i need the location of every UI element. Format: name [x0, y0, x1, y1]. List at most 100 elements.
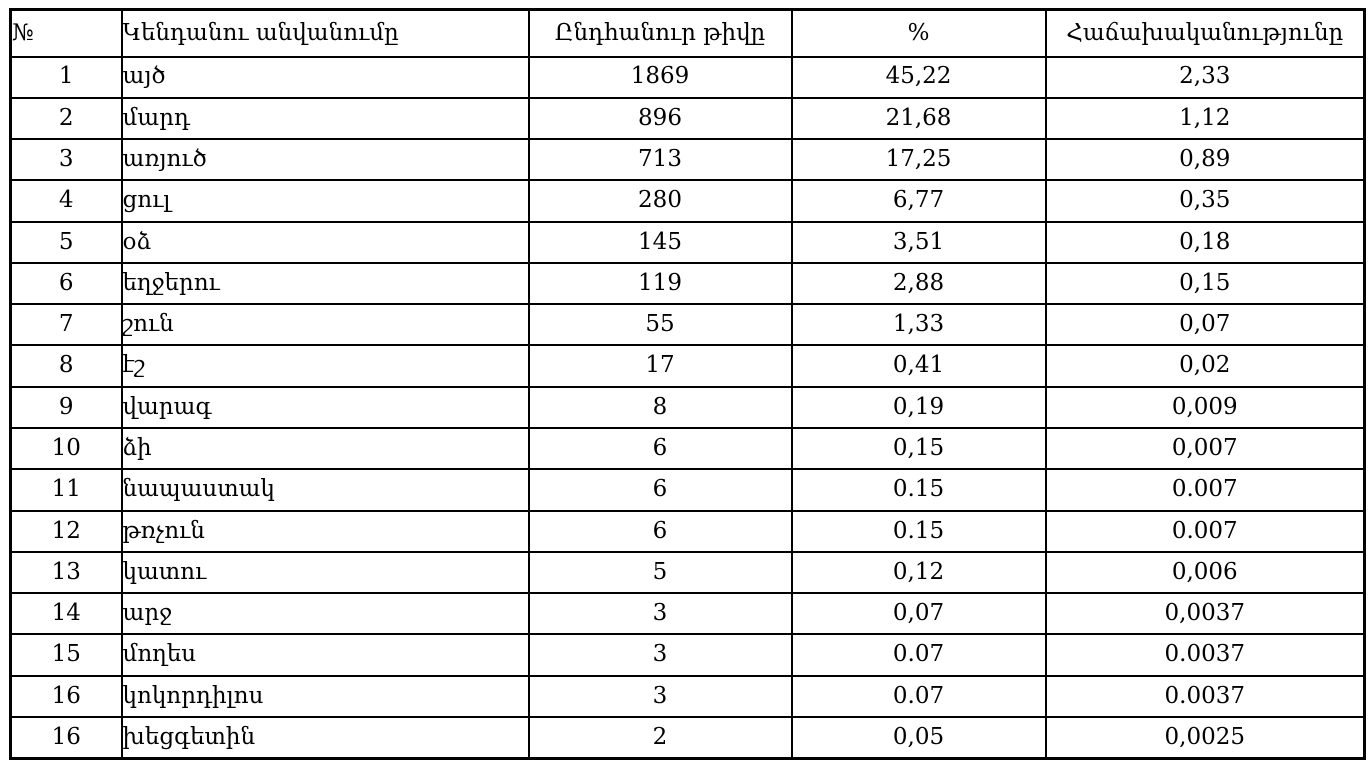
- row-number-cell: 16: [9, 674, 123, 719]
- animal-name-cell: արջ: [120, 592, 530, 636]
- animal-name-cell: շուն: [120, 303, 530, 347]
- total-count-cell: 6: [527, 509, 793, 553]
- table-body: 1 այծ 1869 45,22 2,33 2 մարդ 896 21,68 1,12 3 առյու…: [9, 55, 1366, 760]
- frequency-cell: 0,89: [1044, 138, 1366, 182]
- row-number-cell: 12: [9, 509, 123, 553]
- table-row: 8 էշ 17 0,41 0,02: [9, 344, 1366, 388]
- header-cell-number: №: [9, 8, 123, 58]
- frequency-cell: 0,15: [1044, 261, 1366, 306]
- total-count-cell: 3: [527, 592, 793, 636]
- frequency-cell: 0,07: [1044, 303, 1366, 347]
- frequency-cell: 0,006: [1044, 550, 1366, 595]
- row-number-cell: 15: [9, 633, 123, 677]
- percent-cell: 0,41: [790, 344, 1047, 388]
- row-number-cell: 16: [9, 716, 123, 760]
- row-number-cell: 4: [9, 179, 123, 223]
- table-row: 1 այծ 1869 45,22 2,33: [9, 55, 1366, 99]
- animal-name-cell: օձ: [120, 220, 530, 264]
- percent-cell: 6,77: [790, 179, 1047, 223]
- animal-name-cell: թռչուն: [120, 509, 530, 553]
- row-number-cell: 8: [9, 344, 123, 388]
- percent-cell: 1,33: [790, 303, 1047, 347]
- table-row: 7 շուն 55 1,33 0,07: [9, 303, 1366, 347]
- total-count-cell: 713: [527, 138, 793, 182]
- animal-name-cell: եղջերու: [120, 261, 530, 306]
- animal-name-cell: ձի: [120, 427, 530, 471]
- percent-cell: 0.07: [790, 674, 1047, 719]
- frequency-cell: 0,007: [1044, 427, 1366, 471]
- header-cell-animal: Կենդանու անվանումը: [120, 8, 530, 58]
- frequency-cell: 0.007: [1044, 468, 1366, 512]
- percent-cell: 45,22: [790, 55, 1047, 99]
- animal-name-cell: նապաստակ: [120, 468, 530, 512]
- row-number-cell: 2: [9, 96, 123, 141]
- row-number-cell: 14: [9, 592, 123, 636]
- header-cell-total: Ընդհանուր թիվը: [527, 8, 793, 58]
- frequency-cell: 0,009: [1044, 385, 1366, 430]
- frequency-cell: 1,12: [1044, 96, 1366, 141]
- row-number-cell: 3: [9, 138, 123, 182]
- frequency-cell: 0.0037: [1044, 633, 1366, 677]
- frequency-cell: 0,0025: [1044, 716, 1366, 760]
- table-header: № Կենդանու անվանումը Ընդհանուր թիվը % Հա…: [9, 8, 1366, 58]
- animal-name-cell: այծ: [120, 55, 530, 99]
- frequency-cell: 0,35: [1044, 179, 1366, 223]
- total-count-cell: 2: [527, 716, 793, 760]
- table-row: 14 արջ 3 0,07 0,0037: [9, 592, 1366, 636]
- header-cell-percent: %: [790, 8, 1047, 58]
- total-count-cell: 1869: [527, 55, 793, 99]
- percent-cell: 3,51: [790, 220, 1047, 264]
- animal-name-cell: վարագ: [120, 385, 530, 430]
- animal-name-cell: մարդ: [120, 96, 530, 141]
- animal-name-cell: ցուլ: [120, 179, 530, 223]
- table-row: 11 նապաստակ 6 0.15 0.007: [9, 468, 1366, 512]
- total-count-cell: 896: [527, 96, 793, 141]
- total-count-cell: 5: [527, 550, 793, 595]
- total-count-cell: 6: [527, 468, 793, 512]
- animal-name-cell: առյուծ: [120, 138, 530, 182]
- row-number-cell: 6: [9, 261, 123, 306]
- table-row: 5 օձ 145 3,51 0,18: [9, 220, 1366, 264]
- percent-cell: 17,25: [790, 138, 1047, 182]
- frequency-cell: 0,18: [1044, 220, 1366, 264]
- table-row: 16 խեցգետին 2 0,05 0,0025: [9, 716, 1366, 760]
- header-cell-frequency: Հաճախականությունը: [1044, 8, 1366, 58]
- percent-cell: 0,15: [790, 427, 1047, 471]
- frequency-cell: 0,02: [1044, 344, 1366, 388]
- percent-cell: 0,07: [790, 592, 1047, 636]
- total-count-cell: 6: [527, 427, 793, 471]
- row-number-cell: 7: [9, 303, 123, 347]
- table-row: 10 ձի 6 0,15 0,007: [9, 427, 1366, 471]
- frequency-cell: 0,0037: [1044, 592, 1366, 636]
- row-number-cell: 1: [9, 55, 123, 99]
- percent-cell: 0.15: [790, 509, 1047, 553]
- total-count-cell: 145: [527, 220, 793, 264]
- animal-name-cell: էշ: [120, 344, 530, 388]
- total-count-cell: 55: [527, 303, 793, 347]
- total-count-cell: 17: [527, 344, 793, 388]
- total-count-cell: 280: [527, 179, 793, 223]
- total-count-cell: 8: [527, 385, 793, 430]
- total-count-cell: 3: [527, 674, 793, 719]
- percent-cell: 2,88: [790, 261, 1047, 306]
- table-row: 13 կատու 5 0,12 0,006: [9, 550, 1366, 595]
- header-row: № Կենդանու անվանումը Ընդհանուր թիվը % Հա…: [9, 8, 1366, 58]
- animal-frequency-table: № Կենդանու անվանումը Ընդհանուր թիվը % Հա…: [9, 8, 1366, 760]
- percent-cell: 0.15: [790, 468, 1047, 512]
- table-row: 9 վարագ 8 0,19 0,009: [9, 385, 1366, 430]
- frequency-cell: 2,33: [1044, 55, 1366, 99]
- row-number-cell: 11: [9, 468, 123, 512]
- animal-name-cell: կատու: [120, 550, 530, 595]
- total-count-cell: 3: [527, 633, 793, 677]
- table-row: 15 մողես 3 0.07 0.0037: [9, 633, 1366, 677]
- table-row: 4 ցուլ 280 6,77 0,35: [9, 179, 1366, 223]
- percent-cell: 0,19: [790, 385, 1047, 430]
- frequency-cell: 0.007: [1044, 509, 1366, 553]
- table-row: 2 մարդ 896 21,68 1,12: [9, 96, 1366, 141]
- table-row: 16 կոկորդիլոս 3 0.07 0.0037: [9, 674, 1366, 719]
- percent-cell: 0,12: [790, 550, 1047, 595]
- frequency-cell: 0.0037: [1044, 674, 1366, 719]
- row-number-cell: 5: [9, 220, 123, 264]
- animal-name-cell: կոկորդիլոս: [120, 674, 530, 719]
